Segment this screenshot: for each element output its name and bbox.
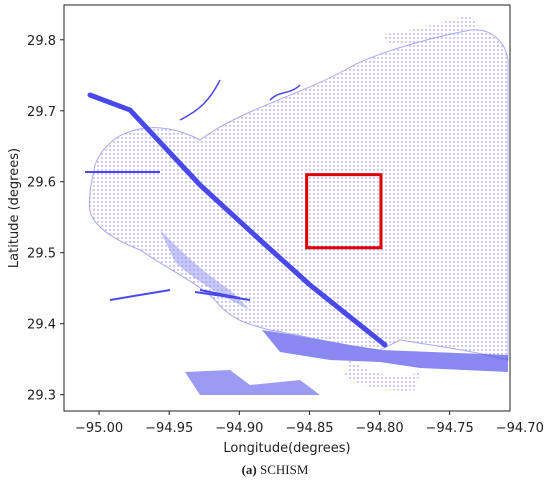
x-tick-label: −94.75 (426, 421, 474, 436)
plot-frame (63, 4, 511, 412)
x-tick-label: −94.70 (496, 421, 544, 436)
x-tick-label: −94.95 (145, 421, 193, 436)
y-tick-label: 29.8 (27, 34, 56, 49)
y-tick-label: 29.5 (27, 247, 56, 262)
y-tick-label: 29.7 (27, 105, 56, 120)
y-axis-label: Latitude (degrees) (7, 148, 22, 268)
x-tick-label: −94.90 (215, 421, 263, 436)
highlight-box (305, 173, 383, 250)
x-tick-label: −94.80 (356, 421, 404, 436)
x-axis-label: Longitude(degrees) (223, 441, 350, 456)
y-tick-label: 29.3 (27, 389, 56, 404)
mesh (85, 15, 509, 395)
x-tick-label: −94.85 (285, 421, 333, 436)
y-tick-label: 29.4 (27, 318, 56, 333)
x-tick-label: −95.00 (75, 421, 123, 436)
caption-label: (a) (242, 462, 257, 477)
caption-text: SCHISM (260, 462, 309, 477)
y-tick-label: 29.6 (27, 176, 56, 191)
caption: (a) SCHISM (242, 462, 309, 477)
